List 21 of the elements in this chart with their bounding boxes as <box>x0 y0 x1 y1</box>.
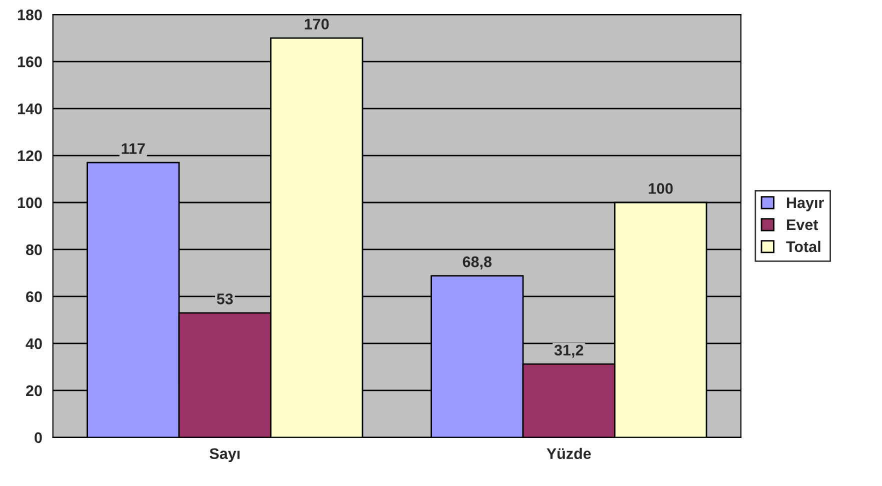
legend-label: Hayır <box>786 198 824 212</box>
y-tick-label: 40 <box>26 338 42 350</box>
y-tick-label: 160 <box>18 56 42 68</box>
y-tick-label: 20 <box>26 385 42 396</box>
data-label: 170 <box>304 18 329 30</box>
data-label: 53 <box>216 294 233 304</box>
x-tick-label: Yüzde <box>546 448 591 460</box>
x-tick-label: Sayı <box>210 448 240 462</box>
y-tick-label: 100 <box>18 197 42 208</box>
legend-label: Evet <box>786 219 818 230</box>
legend-label: Total <box>786 240 820 252</box>
y-tick-label: 140 <box>18 103 42 114</box>
y-tick-label: 120 <box>18 150 42 162</box>
y-tick-label: 60 <box>26 291 42 302</box>
data-label: 117 <box>122 143 145 154</box>
data-label: 31,2 <box>554 344 584 358</box>
y-tick-label: 0 <box>34 432 42 444</box>
y-tick-label: 180 <box>18 9 42 20</box>
data-label: 100 <box>648 183 673 194</box>
data-label: 68,8 <box>462 256 492 270</box>
y-tick-label: 80 <box>26 244 42 256</box>
